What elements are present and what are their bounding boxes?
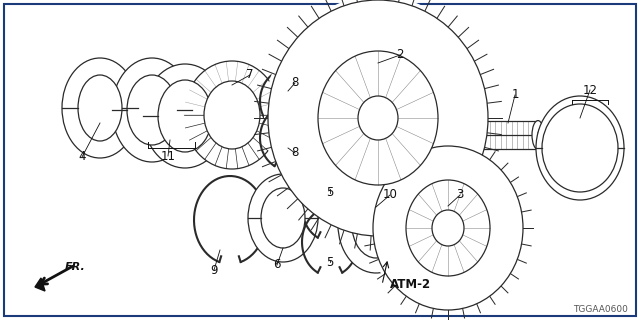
Ellipse shape	[452, 121, 464, 149]
Text: 6: 6	[273, 259, 281, 271]
Ellipse shape	[184, 61, 280, 169]
Ellipse shape	[558, 122, 602, 174]
Ellipse shape	[352, 192, 400, 258]
Polygon shape	[35, 278, 45, 291]
Ellipse shape	[538, 125, 554, 145]
Ellipse shape	[538, 100, 622, 196]
Text: 10: 10	[383, 188, 397, 202]
Text: 8: 8	[291, 76, 299, 90]
Text: FR.: FR.	[65, 262, 86, 272]
Text: 1: 1	[511, 89, 519, 101]
Ellipse shape	[264, 0, 492, 240]
Text: 11: 11	[161, 149, 175, 163]
Text: 4: 4	[78, 150, 86, 164]
Ellipse shape	[127, 75, 177, 145]
Ellipse shape	[112, 58, 192, 162]
Text: 9: 9	[211, 263, 218, 276]
Text: 3: 3	[456, 188, 464, 202]
Ellipse shape	[542, 104, 618, 192]
Ellipse shape	[261, 188, 305, 248]
Ellipse shape	[158, 80, 212, 152]
Text: 12: 12	[582, 84, 598, 97]
Ellipse shape	[204, 81, 260, 149]
Text: 5: 5	[326, 187, 333, 199]
Ellipse shape	[373, 146, 523, 310]
Ellipse shape	[406, 180, 490, 276]
Text: 8: 8	[291, 147, 299, 159]
Ellipse shape	[358, 96, 398, 140]
Ellipse shape	[432, 210, 464, 246]
Ellipse shape	[536, 96, 624, 200]
Ellipse shape	[542, 104, 618, 192]
Ellipse shape	[62, 58, 138, 158]
Ellipse shape	[268, 0, 488, 236]
Text: ATM-2: ATM-2	[390, 278, 431, 292]
Ellipse shape	[248, 174, 318, 262]
Ellipse shape	[338, 177, 414, 273]
Text: 5: 5	[326, 255, 333, 268]
Ellipse shape	[78, 75, 122, 141]
Ellipse shape	[369, 142, 527, 314]
Ellipse shape	[318, 51, 438, 185]
Text: TGGAA0600: TGGAA0600	[573, 306, 628, 315]
Text: 2: 2	[396, 49, 404, 61]
Ellipse shape	[143, 64, 227, 168]
Text: 7: 7	[246, 68, 253, 82]
Ellipse shape	[532, 121, 544, 149]
